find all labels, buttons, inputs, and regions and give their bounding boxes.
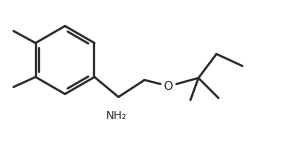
Text: O: O [164,80,173,93]
Text: NH₂: NH₂ [106,111,127,121]
